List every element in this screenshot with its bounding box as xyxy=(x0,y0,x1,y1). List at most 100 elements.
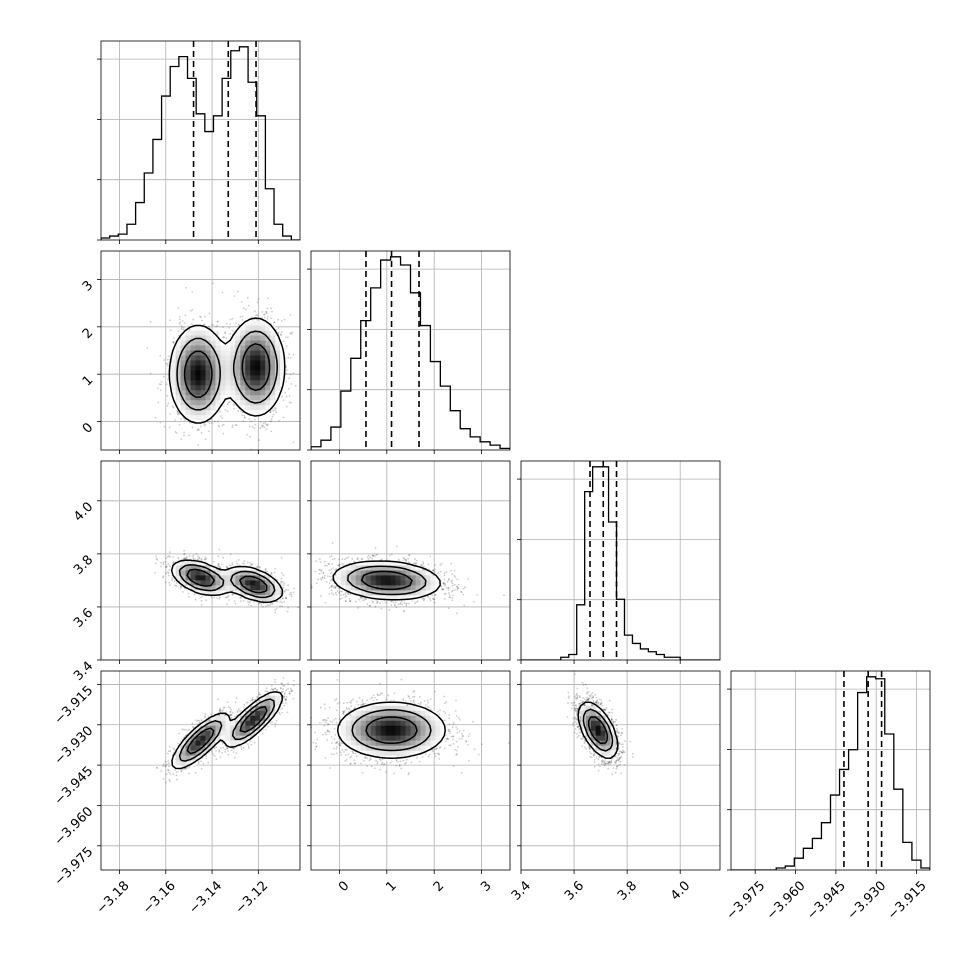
density-cell xyxy=(245,370,251,376)
density-cell xyxy=(220,355,226,361)
density-cell xyxy=(190,395,196,401)
density-cell xyxy=(275,355,281,361)
scatter-point xyxy=(257,298,260,300)
scatter-point xyxy=(227,594,230,597)
density-cell xyxy=(225,360,231,366)
scatter-point xyxy=(220,415,222,418)
density-cell xyxy=(265,330,271,336)
density-cell xyxy=(270,365,276,371)
density-cell xyxy=(280,375,286,381)
scatter-point xyxy=(280,320,283,322)
density-cell xyxy=(200,390,206,396)
scatter-point xyxy=(256,314,259,317)
density-cell xyxy=(240,385,246,391)
scatter-point xyxy=(270,572,273,575)
scatter-point xyxy=(233,404,236,406)
density-cell xyxy=(250,365,256,371)
scatter-point xyxy=(275,411,277,413)
density-cell xyxy=(270,395,276,401)
scatter-point xyxy=(182,417,185,420)
scatter-point xyxy=(265,311,267,313)
scatter-point xyxy=(239,315,242,318)
density-cell xyxy=(180,365,186,371)
density-cell xyxy=(255,350,261,356)
density-cell xyxy=(175,355,182,361)
scatter-point xyxy=(259,421,262,424)
density-cell xyxy=(210,340,216,346)
density-cell xyxy=(205,335,211,341)
scatter-point xyxy=(188,554,191,557)
density-cell xyxy=(280,350,286,356)
density-cell xyxy=(260,335,266,341)
scatter-point xyxy=(263,316,266,319)
scatter-point xyxy=(265,312,268,315)
scatter-point xyxy=(283,601,286,603)
scatter-point xyxy=(242,420,245,422)
scatter-point xyxy=(164,581,167,584)
scatter-point xyxy=(242,307,245,310)
scatter-point xyxy=(183,431,186,434)
scatter-point xyxy=(280,572,283,574)
density-cell xyxy=(175,350,182,356)
scatter-point xyxy=(201,319,203,322)
scatter-point xyxy=(185,286,187,289)
scatter-point xyxy=(217,420,220,423)
scatter-point xyxy=(261,311,264,313)
scatter-point xyxy=(263,426,266,429)
scatter-point xyxy=(154,416,157,419)
density-cell xyxy=(270,340,276,346)
density-cell xyxy=(170,350,177,356)
scatter-point xyxy=(281,605,283,608)
scatter-point xyxy=(197,444,200,446)
scatter-point xyxy=(176,411,179,414)
density-cell xyxy=(210,335,216,341)
density-cell xyxy=(215,400,221,406)
density-cell xyxy=(240,395,246,401)
scatter-point xyxy=(280,333,282,336)
density-cell xyxy=(210,360,216,366)
density-cell xyxy=(270,355,276,361)
density-cell xyxy=(240,405,246,411)
scatter-point xyxy=(165,557,167,560)
scatter-point xyxy=(172,341,174,343)
scatter-point xyxy=(271,415,274,418)
density-cell xyxy=(250,340,256,346)
density-cell xyxy=(200,375,206,381)
scatter-point xyxy=(177,330,180,333)
histogram-bars xyxy=(731,676,930,870)
scatter-point xyxy=(180,585,183,588)
density-cell xyxy=(265,345,271,351)
scatter-point xyxy=(232,403,235,406)
scatter-point xyxy=(228,327,231,329)
scatter-point xyxy=(174,584,177,587)
scatter-point xyxy=(301,587,303,589)
scatter-point xyxy=(250,563,253,566)
scatter-point xyxy=(289,357,292,359)
scatter-point xyxy=(285,395,288,398)
panel-frame xyxy=(100,250,301,451)
histogram-bars xyxy=(101,46,300,240)
scatter-point xyxy=(229,553,232,556)
scatter-point xyxy=(160,383,162,386)
density-cell xyxy=(180,405,186,411)
scatter-point xyxy=(164,566,167,568)
scatter-point xyxy=(241,319,244,321)
scatter-point xyxy=(264,568,267,571)
scatter-point xyxy=(240,596,243,599)
scatter-point xyxy=(156,387,159,390)
scatter-point xyxy=(217,555,220,558)
scatter-point xyxy=(287,589,289,592)
scatter-point xyxy=(218,565,221,568)
density-cell xyxy=(190,390,196,396)
scatter-point xyxy=(200,558,203,560)
scatter-point xyxy=(286,610,289,613)
density-cell xyxy=(230,345,236,351)
density-cell xyxy=(215,360,221,366)
density-cell xyxy=(250,380,256,386)
density-cell xyxy=(215,350,221,356)
scatter-point xyxy=(157,401,160,404)
scatter-point xyxy=(160,561,162,564)
scatter-point xyxy=(179,321,182,323)
scatter-point xyxy=(180,586,183,588)
density-cell xyxy=(245,395,251,401)
